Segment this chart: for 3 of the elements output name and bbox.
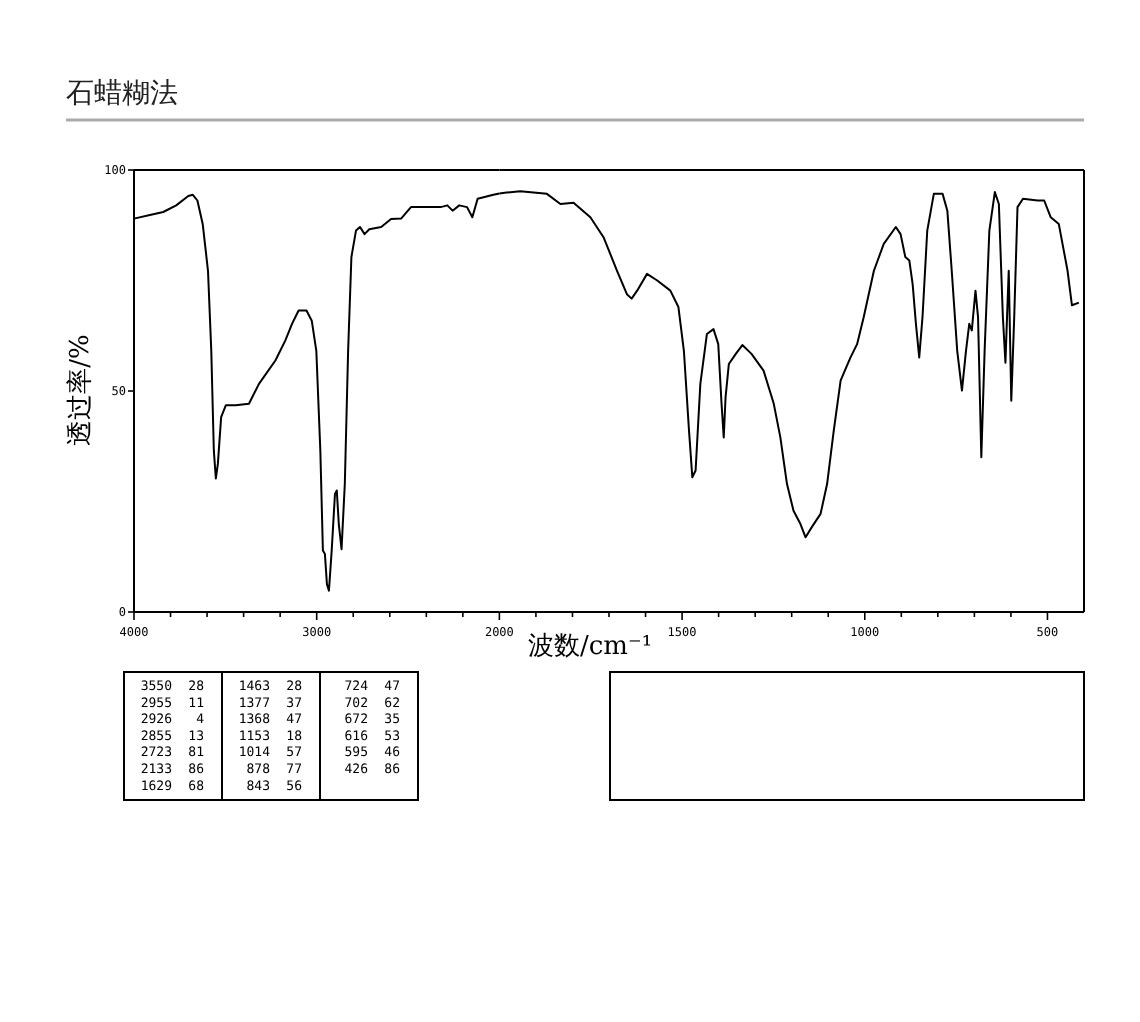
y-axis-title: 透过率/% bbox=[64, 334, 96, 446]
x-axis-title: 波数/cm⁻¹ bbox=[527, 632, 653, 662]
chart-title: 石蜡糊法 bbox=[66, 78, 178, 110]
